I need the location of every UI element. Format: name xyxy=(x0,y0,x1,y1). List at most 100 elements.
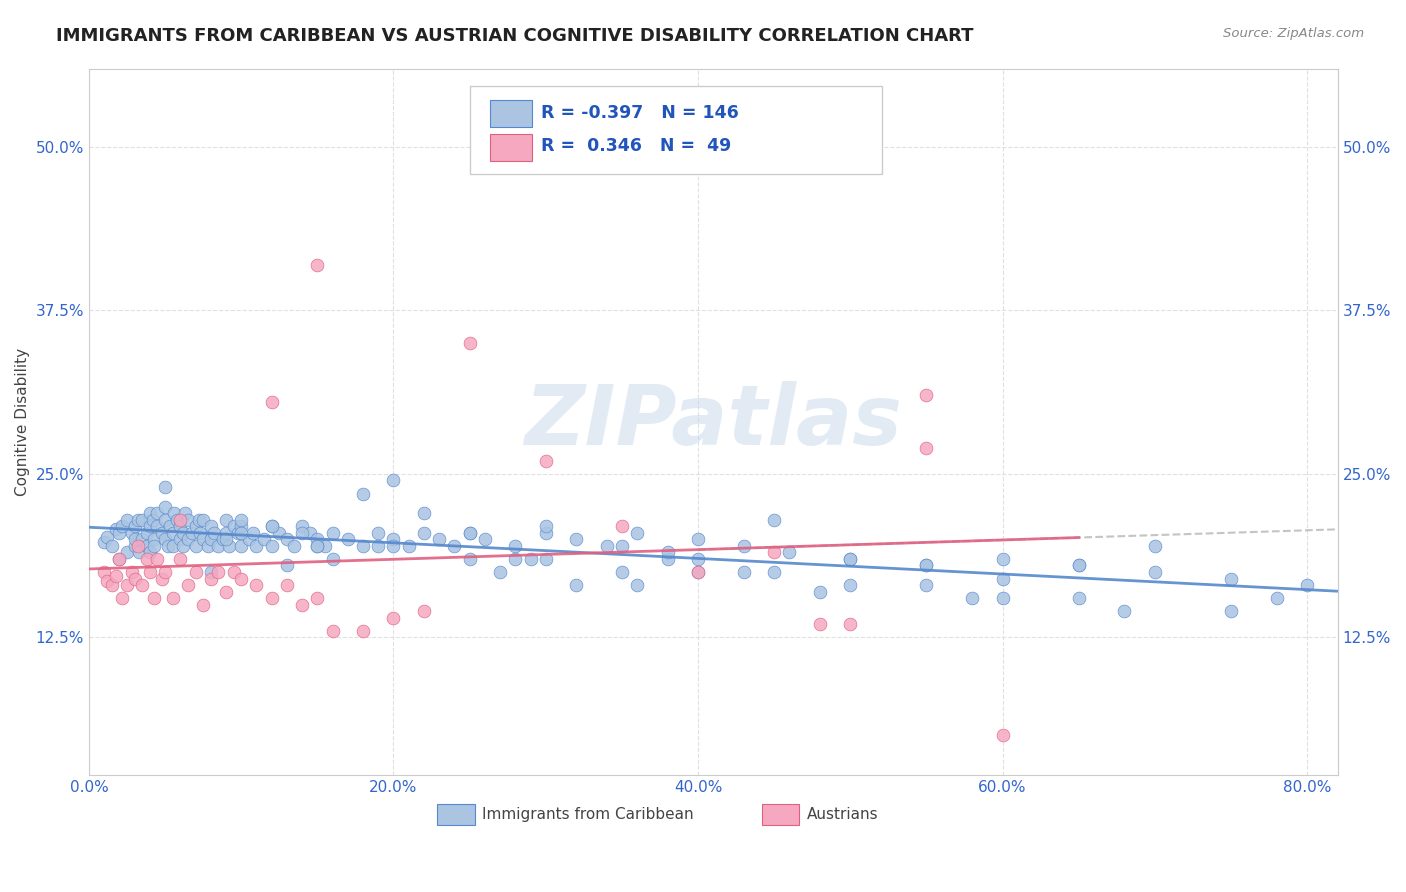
Point xyxy=(231,519,253,533)
Point xyxy=(139,506,162,520)
Point xyxy=(610,565,633,579)
Point xyxy=(283,539,305,553)
Point xyxy=(352,486,374,500)
Point xyxy=(291,525,314,540)
Point xyxy=(413,506,436,520)
Point xyxy=(291,519,314,533)
FancyBboxPatch shape xyxy=(762,804,800,825)
Point xyxy=(139,519,162,533)
Point xyxy=(212,533,235,547)
Point xyxy=(839,617,862,632)
Point xyxy=(839,552,862,566)
Point xyxy=(139,545,162,559)
Point xyxy=(382,611,405,625)
Point xyxy=(610,539,633,553)
Point xyxy=(93,535,115,549)
Point xyxy=(188,525,211,540)
Point xyxy=(474,533,496,547)
FancyBboxPatch shape xyxy=(489,100,533,128)
Point xyxy=(322,525,344,540)
Point xyxy=(111,591,134,606)
Point xyxy=(443,539,465,553)
Point xyxy=(314,539,336,553)
Point xyxy=(398,539,420,553)
Point xyxy=(505,552,527,566)
Point xyxy=(657,552,679,566)
Point xyxy=(139,565,162,579)
Point xyxy=(172,539,194,553)
Point xyxy=(121,525,143,540)
Text: R = -0.397   N = 146: R = -0.397 N = 146 xyxy=(541,104,738,122)
Point xyxy=(382,533,405,547)
Point xyxy=(1143,565,1166,579)
Point xyxy=(105,522,128,536)
Point xyxy=(276,578,298,592)
FancyBboxPatch shape xyxy=(470,87,882,175)
Point xyxy=(565,533,588,547)
Point xyxy=(96,530,118,544)
Point xyxy=(915,558,938,573)
Point xyxy=(322,624,344,638)
Point xyxy=(534,454,557,468)
Point xyxy=(1265,591,1288,606)
Point xyxy=(222,519,245,533)
Point xyxy=(991,572,1014,586)
Point xyxy=(115,545,138,559)
Point xyxy=(146,519,169,533)
Point xyxy=(307,533,329,547)
Point xyxy=(595,539,617,553)
Point xyxy=(610,519,633,533)
Point xyxy=(215,525,238,540)
Point xyxy=(915,558,938,573)
Point xyxy=(163,506,186,520)
Point xyxy=(458,525,481,540)
Point xyxy=(121,565,143,579)
Point xyxy=(184,539,207,553)
Point xyxy=(153,565,176,579)
Point xyxy=(162,539,184,553)
Point xyxy=(991,591,1014,606)
Point xyxy=(686,565,709,579)
Point xyxy=(93,565,115,579)
Point xyxy=(131,533,153,547)
Point xyxy=(207,539,229,553)
Point xyxy=(1220,604,1243,618)
Point xyxy=(100,578,122,592)
Point xyxy=(124,533,146,547)
Point xyxy=(215,533,238,547)
Point xyxy=(191,598,214,612)
Point xyxy=(505,539,527,553)
Point xyxy=(276,533,298,547)
Point xyxy=(231,525,253,540)
Point xyxy=(200,533,222,547)
Point xyxy=(657,545,679,559)
Point xyxy=(733,539,755,553)
Point xyxy=(269,525,291,540)
Point xyxy=(1296,578,1319,592)
Point xyxy=(519,552,541,566)
Point xyxy=(169,513,191,527)
Point xyxy=(565,578,588,592)
Point xyxy=(162,525,184,540)
Point xyxy=(215,513,238,527)
Point xyxy=(131,513,153,527)
Point xyxy=(991,729,1014,743)
Point xyxy=(162,591,184,606)
Point xyxy=(808,617,831,632)
Point xyxy=(260,395,283,409)
Point xyxy=(177,513,200,527)
Text: Source: ZipAtlas.com: Source: ZipAtlas.com xyxy=(1223,27,1364,40)
Point xyxy=(413,604,436,618)
Y-axis label: Cognitive Disability: Cognitive Disability xyxy=(15,348,30,496)
Point xyxy=(686,533,709,547)
Point xyxy=(187,513,209,527)
Point xyxy=(276,558,298,573)
Point xyxy=(191,513,214,527)
Point xyxy=(763,513,786,527)
Point xyxy=(253,533,276,547)
Text: ZIPatlas: ZIPatlas xyxy=(524,381,903,462)
Point xyxy=(169,533,191,547)
Point xyxy=(260,519,283,533)
Point xyxy=(191,533,214,547)
Point xyxy=(127,539,149,553)
